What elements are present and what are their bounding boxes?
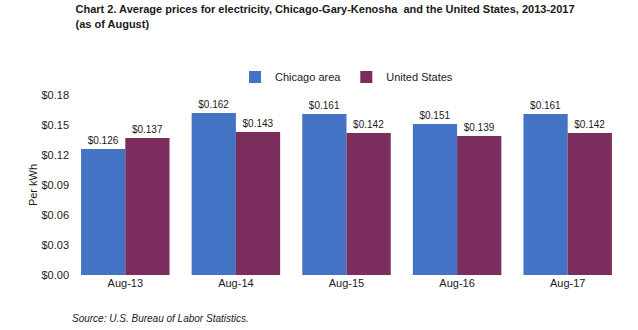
svg-text:$0.161: $0.161 bbox=[309, 100, 340, 111]
svg-text:$0.151: $0.151 bbox=[419, 110, 450, 121]
svg-text:Chart 2. Average prices for el: Chart 2. Average prices for electricity,… bbox=[76, 3, 575, 29]
svg-text:Aug-15: Aug-15 bbox=[329, 277, 364, 289]
svg-text:$0.18: $0.18 bbox=[41, 89, 69, 101]
svg-text:Aug-13: Aug-13 bbox=[108, 277, 143, 289]
svg-text:Aug-16: Aug-16 bbox=[439, 277, 474, 289]
svg-text:$0.161: $0.161 bbox=[530, 100, 561, 111]
svg-text:$0.09: $0.09 bbox=[41, 179, 69, 191]
svg-text:United States: United States bbox=[386, 71, 453, 83]
svg-text:$0.139: $0.139 bbox=[464, 122, 495, 133]
svg-text:$0.03: $0.03 bbox=[41, 239, 69, 251]
svg-text:$0.00: $0.00 bbox=[41, 269, 69, 281]
svg-text:$0.143: $0.143 bbox=[243, 118, 274, 129]
svg-text:$0.06: $0.06 bbox=[41, 209, 69, 221]
svg-text:Aug-17: Aug-17 bbox=[550, 277, 585, 289]
svg-text:$0.137: $0.137 bbox=[132, 124, 163, 135]
svg-text:$0.12: $0.12 bbox=[41, 149, 69, 161]
svg-text:$0.142: $0.142 bbox=[574, 119, 605, 130]
svg-text:$0.15: $0.15 bbox=[41, 119, 69, 131]
svg-text:$0.142: $0.142 bbox=[353, 119, 384, 130]
svg-text:Source: U.S. Bureau of Labor S: Source: U.S. Bureau of Labor Statistics. bbox=[72, 313, 249, 324]
svg-text:Chicago area: Chicago area bbox=[275, 71, 341, 83]
svg-text:Per kWh: Per kWh bbox=[27, 164, 39, 206]
svg-text:Aug-14: Aug-14 bbox=[218, 277, 253, 289]
svg-text:$0.162: $0.162 bbox=[198, 99, 229, 110]
svg-text:$0.126: $0.126 bbox=[88, 135, 119, 146]
